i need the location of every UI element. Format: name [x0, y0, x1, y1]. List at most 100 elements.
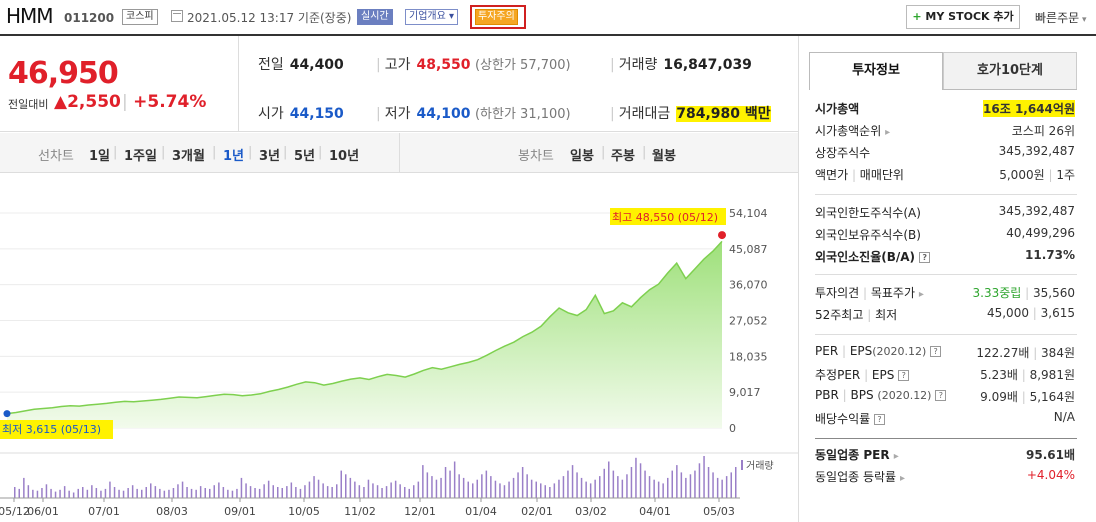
volume-bar: [82, 487, 84, 498]
volume-bar: [639, 463, 642, 498]
volume-bar: [676, 465, 678, 498]
volume-bar: [385, 486, 388, 498]
same-industry-per-label: 동일업종 PER: [815, 448, 890, 462]
trade-amount-unit: 백만: [744, 106, 771, 122]
volume-bar: [326, 486, 329, 498]
tab-monthly[interactable]: 월봉: [652, 149, 676, 164]
volume-bar: [190, 488, 193, 498]
volume-bar: [245, 483, 247, 498]
tab-3m[interactable]: 3개월: [172, 149, 205, 164]
add-mystock-label: MY STOCK 추가: [925, 10, 1014, 23]
volume-bar: [68, 490, 70, 498]
est-per-values: 5.23배 | 8,981원: [980, 366, 1075, 383]
realtime-badge[interactable]: 실시간: [357, 9, 393, 25]
week52-low-value: 3,615: [1040, 306, 1075, 320]
est-per-row: 추정PER | EPS ? 5.23배 | 8,981원: [815, 366, 1075, 386]
per-values: 122.27배 | 384원: [976, 344, 1075, 361]
volume-bar: [95, 488, 98, 498]
volume-bar: [358, 485, 361, 498]
shares-row: 상장주식수 345,392,487: [815, 144, 1075, 164]
add-mystock-button[interactable]: + MY STOCK 추가: [906, 5, 1020, 29]
investment-warning-badge[interactable]: 투자주의: [475, 9, 518, 25]
help-icon[interactable]: ?: [919, 252, 931, 263]
volume-bar: [122, 490, 125, 498]
tab-order-book[interactable]: 호가10단계: [943, 52, 1077, 90]
volume-bar: [295, 487, 297, 498]
volume-bar: [571, 465, 574, 498]
chart-tabs: 선차트 1일 | 1주일 | 3개월 | 1년 | 3년 | 5년 | 10년 …: [0, 133, 798, 173]
volume-bar: [168, 489, 170, 498]
trade-amount-number: 784,980: [676, 106, 741, 122]
volume-bar: [272, 485, 274, 498]
tab-1w[interactable]: 1주일: [124, 149, 157, 164]
x-tick-label: 03/02: [575, 505, 607, 518]
volume-bar: [698, 463, 701, 498]
divider: |: [318, 145, 323, 160]
market-cap-rank-label-wrap[interactable]: 시가총액순위 ▸: [815, 122, 890, 139]
x-tick-label: 07/01: [88, 505, 120, 518]
volume-bar: [630, 467, 633, 498]
volume-label: 거래량: [746, 460, 774, 472]
volume-bar: [467, 481, 469, 498]
quick-order-link[interactable]: 빠른주문 ▾: [1035, 9, 1087, 26]
help-icon[interactable]: ?: [935, 390, 947, 401]
volume-bar: [721, 479, 723, 498]
price-change-pct: | +5.74%: [122, 92, 206, 112]
eps-label: EPS: [849, 344, 873, 358]
divider: |: [1017, 390, 1030, 404]
y-axis-ticks: 54,104 45,087 36,070 27,052 18,035 9,017 0: [729, 207, 768, 435]
volume-bar: [521, 467, 524, 498]
volume-bar: [199, 486, 202, 498]
week52-labels: 52주최고 | 최저: [815, 306, 897, 323]
tab-invest-info[interactable]: 투자정보: [809, 52, 943, 90]
same-industry-rate-label-wrap[interactable]: 동일업종 등락률 ▸: [815, 468, 905, 485]
volume-bar: [558, 479, 560, 498]
tab-5y[interactable]: 5년: [294, 149, 316, 164]
volume-bar: [136, 488, 138, 498]
pbr-row: PBR | BPS (2020.12) ? 9.09배 | 5,164원: [815, 388, 1075, 408]
warning-highlight-box: 투자주의: [470, 5, 526, 29]
price-change-pct-value: +5.74%: [133, 92, 207, 112]
volume-bar: [32, 489, 34, 498]
same-industry-rate-value: +4.04%: [1026, 468, 1075, 482]
price-summary: 46,950 전일대비 ▲2,550 | +5.74% 전일 44,400 | 고가…: [0, 36, 798, 132]
low-value: 44,100: [416, 106, 471, 122]
pbr-labels: PBR | BPS (2020.12) ?: [815, 388, 947, 402]
volume-bar: [485, 470, 488, 498]
volume-bar: [186, 487, 188, 498]
low-annotation-highlight: [0, 420, 113, 439]
price-chart[interactable]: 54,104 45,087 36,070 27,052 18,035 9,017 0 최고 …: [0, 174, 798, 522]
volume-bar: [440, 477, 442, 498]
volume-bar: [394, 480, 397, 498]
help-icon[interactable]: ?: [898, 370, 910, 381]
volume-bar: [449, 470, 451, 498]
divider: |: [610, 57, 615, 73]
divider: |: [122, 92, 134, 112]
volume-bar: [680, 472, 683, 498]
volume-bar: [154, 486, 157, 498]
foreign-ratio-label: 외국인소진율(B/A): [815, 250, 916, 264]
foreign-ratio-label-wrap: 외국인소진율(B/A) ?: [815, 248, 931, 265]
foreign-hold-label: 외국인보유주식수(B): [815, 228, 921, 242]
chevron-right-icon[interactable]: ▸: [918, 289, 924, 300]
high-price: | 고가 48,550 (상한가 57,700): [376, 54, 571, 74]
corp-overview-dropdown[interactable]: 기업개요 ▾: [405, 9, 459, 25]
help-icon[interactable]: ?: [874, 414, 886, 425]
divider: |: [1044, 168, 1057, 182]
tab-3y[interactable]: 3년: [259, 149, 281, 164]
volume-bar: [258, 488, 261, 498]
tab-1d[interactable]: 1일: [89, 149, 111, 164]
tab-1y[interactable]: 1년: [223, 149, 245, 164]
x-tick-label: 12/01: [404, 505, 436, 518]
volume-bar: [86, 489, 89, 498]
help-icon[interactable]: ?: [930, 346, 942, 357]
volume-bar: [159, 488, 161, 498]
per-period: (2020.12): [872, 345, 927, 358]
tab-daily[interactable]: 일봉: [570, 149, 594, 164]
tab-10y[interactable]: 10년: [329, 149, 360, 164]
tab-weekly[interactable]: 주봉: [611, 149, 635, 164]
same-industry-per-label-wrap[interactable]: 동일업종 PER ▸: [815, 446, 899, 463]
volume-bar: [490, 476, 492, 498]
target-label: 목표주가: [870, 286, 916, 300]
